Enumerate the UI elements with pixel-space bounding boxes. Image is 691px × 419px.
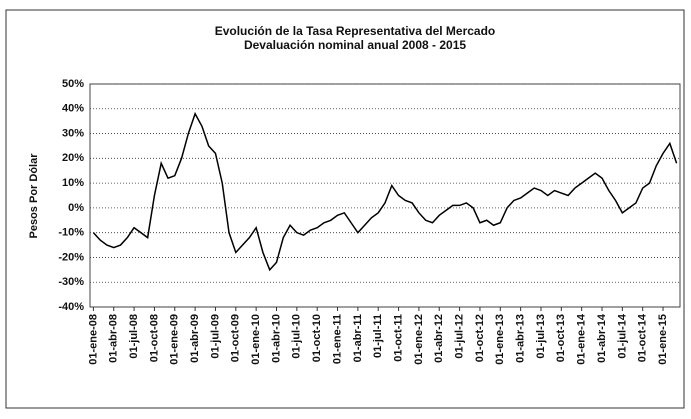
x-tick-label: 01-ene-12 — [413, 314, 425, 365]
chart-border — [5, 9, 685, 409]
y-tick-label: 50% — [62, 78, 84, 90]
x-tick-label: 01-abr-13 — [515, 314, 527, 363]
chart-subtitle: Devaluación nominal anual 2008 - 2015 — [244, 38, 466, 52]
x-tick-label: 01-abr-08 — [108, 314, 120, 363]
x-tick-label: 01-oct-12 — [474, 314, 486, 362]
x-tick-label: 01-jul-09 — [209, 314, 221, 359]
x-tick-label: 01-ene-11 — [331, 314, 343, 364]
x-tick-label: 01-jul-08 — [128, 314, 140, 359]
x-tick-label: 01-jul-13 — [535, 314, 547, 359]
x-tick-label: 01-jul-10 — [291, 314, 303, 359]
x-tick-label: 01-abr-09 — [189, 314, 201, 363]
x-tick-label: 01-abr-10 — [270, 314, 282, 363]
y-tick-label: 40% — [62, 103, 84, 115]
x-tick-label: 01-ene-13 — [494, 314, 506, 365]
y-tick-label: 10% — [62, 177, 84, 189]
x-tick-label: 01-oct-09 — [230, 314, 242, 362]
x-tick-label: 01-oct-10 — [311, 314, 323, 362]
x-tick-label: 01-abr-11 — [352, 314, 364, 362]
y-axis-label: Pesos Por Dólar — [28, 153, 40, 239]
plot-area — [89, 83, 681, 308]
x-tick-label: 01-ene-10 — [250, 314, 262, 365]
y-tick-label: 20% — [62, 152, 84, 164]
y-tick-label: -30% — [58, 276, 84, 288]
x-tick-label: 01-jul-11 — [372, 314, 384, 358]
x-tick-label: 01-ene-15 — [657, 314, 669, 365]
y-tick-label: -10% — [58, 227, 84, 239]
line — [92, 111, 678, 272]
x-tick-label: 01-jul-14 — [616, 313, 628, 359]
x-tick-label: 01-jul-12 — [454, 314, 466, 359]
y-tick-label: -20% — [58, 251, 84, 263]
y-tick-label: -40% — [58, 301, 84, 313]
x-tick-label: 01-oct-08 — [148, 314, 160, 362]
x-tick-label: 01-oct-14 — [637, 313, 649, 362]
x-tick-label: 01-oct-13 — [555, 314, 567, 362]
x-tick-label: 01-abr-12 — [433, 314, 445, 363]
x-tick-label: 01-ene-08 — [87, 314, 99, 365]
chart-title: Evolución de la Tasa Representativa del … — [215, 24, 496, 38]
x-tick-label: 01-ene-14 — [576, 313, 588, 365]
y-tick-label: 0% — [68, 202, 84, 214]
y-tick-label: 30% — [62, 127, 84, 139]
x-tick-label: 01-oct-11 — [392, 314, 404, 362]
x-tick-label: 01-abr-14 — [596, 313, 608, 363]
x-tick-label: 01-ene-09 — [169, 314, 181, 365]
